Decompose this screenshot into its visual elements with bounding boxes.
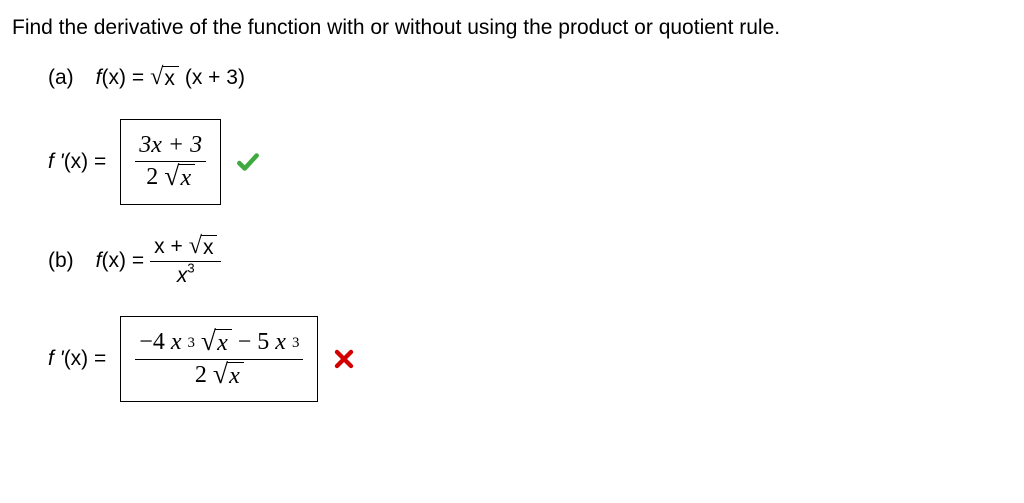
radicand: x <box>201 235 218 259</box>
num-pre: x + <box>154 235 183 259</box>
radicand: x <box>162 66 179 90</box>
t2-base: x <box>275 329 286 357</box>
radical-icon: √ <box>150 66 163 88</box>
sqrt: √ x <box>150 66 179 90</box>
part-a-question-row: (a) f(x) = √ x (x + 3) <box>48 64 1012 92</box>
part-b-deriv-label: f '(x) = <box>48 345 106 373</box>
part-a-answer-row: f '(x) = 3x + 3 2 √ x <box>48 119 1012 205</box>
fraction: −4x3 √ x − 5x3 2 √ x <box>135 327 303 391</box>
check-icon <box>235 149 261 175</box>
part-a-function: f(x) = √ x (x + 3) <box>96 64 245 92</box>
after-root: (x + 3) <box>185 64 245 92</box>
radicand: x <box>227 362 244 389</box>
radicand: x <box>178 164 195 191</box>
part-a-deriv-label: f '(x) = <box>48 148 106 176</box>
radical-icon: √ <box>164 164 179 189</box>
radical-icon: √ <box>189 235 202 257</box>
fprime-arg: (x) = <box>64 150 107 173</box>
numerator: −4x3 √ x − 5x3 <box>135 327 303 359</box>
radical-icon: √ <box>213 362 228 387</box>
part-b-answer-box[interactable]: −4x3 √ x − 5x3 2 √ x <box>120 316 318 402</box>
t2-coeff: 5 <box>257 329 269 357</box>
denom-base: x <box>177 264 188 287</box>
numerator: x + √ x <box>150 233 221 261</box>
denominator: 2 √ x <box>142 162 199 194</box>
fprime: f ' <box>48 347 64 370</box>
denom-coeff: 2 <box>146 164 158 192</box>
t1-base: x <box>171 329 182 357</box>
denominator: 2 √ x <box>191 360 248 392</box>
part-b-question-row: (b) f(x) = x + √ x x3 <box>48 233 1012 290</box>
part-b: (b) f(x) = x + √ x x3 <box>48 233 1012 402</box>
fraction: x + √ x x3 <box>150 233 221 290</box>
t2-op: − <box>238 329 252 357</box>
fn-arg: (x) = <box>102 249 145 272</box>
fraction: 3x + 3 2 √ x <box>135 130 206 194</box>
cross-icon <box>332 347 356 371</box>
fprime-arg: (x) = <box>64 347 107 370</box>
denom-coeff: 2 <box>195 362 207 390</box>
prompt-text: Find the derivative of the function with… <box>12 14 1012 42</box>
part-b-function: f(x) = x + √ x x3 <box>96 233 222 290</box>
radical-icon: √ <box>201 329 216 354</box>
part-a: (a) f(x) = √ x (x + 3) f '(x) = 3x + 3 <box>48 64 1012 205</box>
denom-exp: 3 <box>187 260 194 275</box>
radicand: x <box>215 329 232 356</box>
numerator: 3x + 3 <box>135 130 206 162</box>
part-b-answer-row: f '(x) = −4x3 √ x − 5x3 <box>48 316 1012 402</box>
part-a-answer-box[interactable]: 3x + 3 2 √ x <box>120 119 221 205</box>
fprime: f ' <box>48 150 64 173</box>
t1-coeff: −4 <box>139 329 165 357</box>
fn-arg: (x) = <box>102 66 145 89</box>
page: Find the derivative of the function with… <box>0 0 1024 444</box>
part-a-label: (a) <box>48 64 74 92</box>
denominator: x3 <box>173 262 199 290</box>
part-b-label: (b) <box>48 247 74 275</box>
